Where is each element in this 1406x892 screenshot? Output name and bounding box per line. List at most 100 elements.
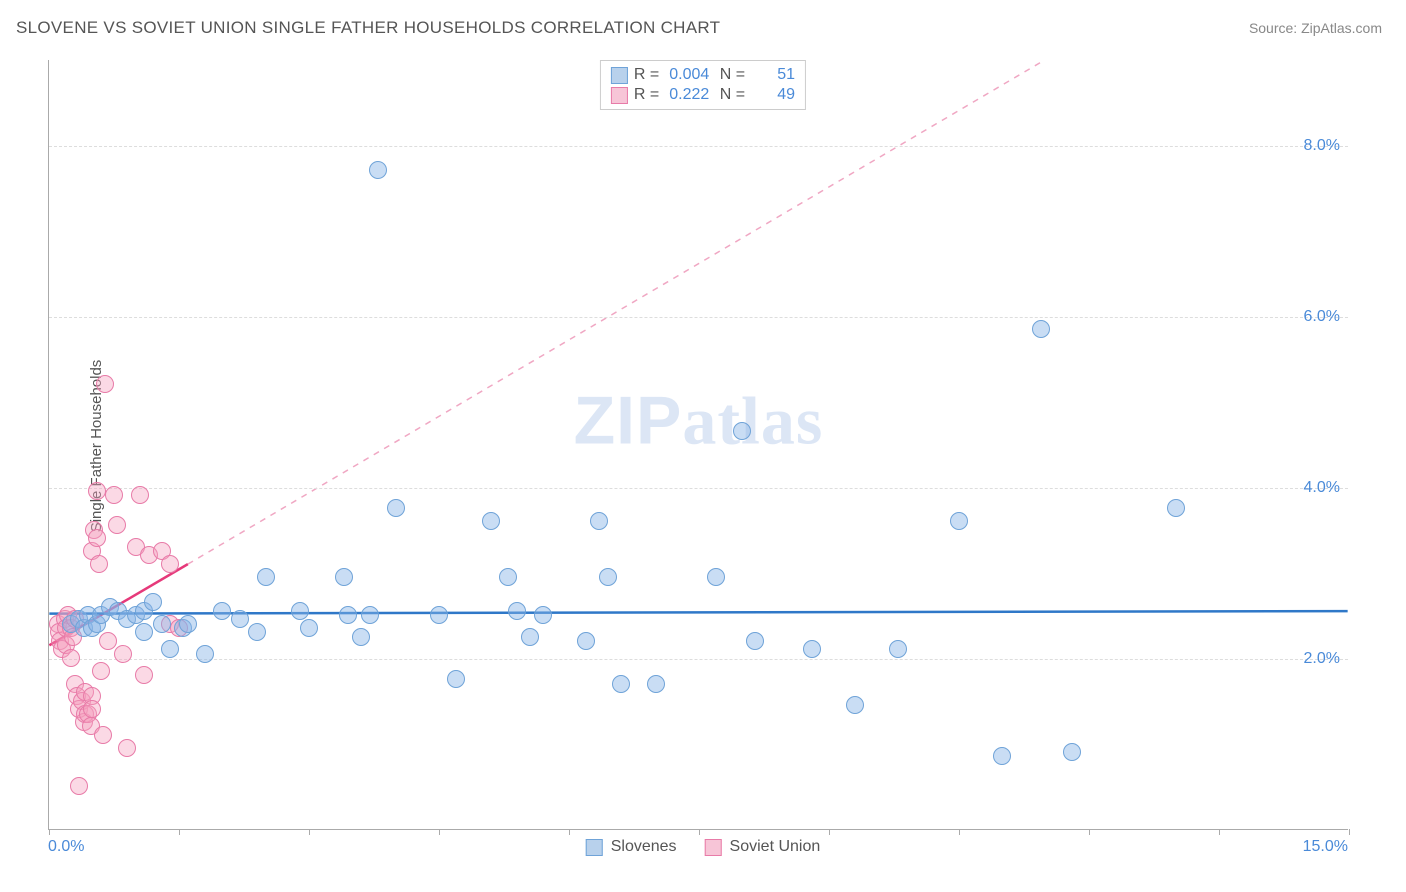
data-point-blue [196,645,214,663]
data-point-blue [647,675,665,693]
data-point-blue [482,512,500,530]
data-point-blue [257,568,275,586]
data-point-pink [114,645,132,663]
x-tick-mark [179,829,180,835]
legend-item-slovenes: Slovenes [586,838,677,856]
data-point-blue [387,499,405,517]
data-point-blue [361,606,379,624]
legend-row-blue: R = 0.004 N = 51 [611,65,795,85]
data-point-blue [179,615,197,633]
data-point-blue [369,161,387,179]
swatch-blue-icon [611,67,628,84]
data-point-blue [352,628,370,646]
stat-n-pink: 49 [751,86,795,104]
data-point-pink [88,529,106,547]
data-point-pink [94,726,112,744]
data-point-blue [135,623,153,641]
data-point-blue [144,593,162,611]
watermark-zip: ZIP [574,383,683,459]
stat-r-label: R = [634,86,659,104]
data-point-blue [1167,499,1185,517]
data-point-blue [521,628,539,646]
data-point-blue [153,615,171,633]
data-point-blue [430,606,448,624]
y-tick-label: 4.0% [1304,479,1340,497]
stat-r-label: R = [634,66,659,84]
data-point-pink [131,486,149,504]
x-axis-max-label: 15.0% [1303,838,1348,856]
data-point-blue [993,747,1011,765]
data-point-pink [62,649,80,667]
data-point-blue [335,568,353,586]
legend-row-pink: R = 0.222 N = 49 [611,85,795,105]
x-tick-mark [829,829,830,835]
bottom-legend: Slovenes Soviet Union [586,838,821,856]
data-point-blue [577,632,595,650]
data-point-blue [950,512,968,530]
legend-statistics: R = 0.004 N = 51 R = 0.222 N = 49 [600,60,806,110]
x-tick-mark [1089,829,1090,835]
data-point-pink [83,700,101,718]
data-point-blue [161,640,179,658]
data-point-blue [1063,743,1081,761]
y-tick-label: 2.0% [1304,650,1340,668]
x-tick-mark [1349,829,1350,835]
data-point-blue [291,602,309,620]
swatch-pink-icon [611,87,628,104]
y-tick-label: 6.0% [1304,308,1340,326]
x-tick-mark [699,829,700,835]
data-point-blue [231,610,249,628]
data-point-blue [508,602,526,620]
x-axis-min-label: 0.0% [48,838,84,856]
data-point-blue [803,640,821,658]
legend-item-soviet: Soviet Union [705,838,821,856]
source-label: Source: ZipAtlas.com [1249,20,1382,36]
data-point-pink [96,375,114,393]
plot-area: ZIPatlas 2.0% 4.0% 6.0% 8.0% [48,60,1348,830]
x-tick-mark [309,829,310,835]
data-point-pink [161,555,179,573]
legend-label-soviet: Soviet Union [730,838,821,856]
swatch-blue-icon [586,839,603,856]
data-point-blue [746,632,764,650]
y-tick-label: 8.0% [1304,137,1340,155]
data-point-blue [213,602,231,620]
data-point-blue [599,568,617,586]
x-tick-mark [49,829,50,835]
stat-r-blue: 0.004 [665,66,709,84]
data-point-pink [70,777,88,795]
x-tick-mark [569,829,570,835]
stat-r-pink: 0.222 [665,86,709,104]
stat-n-label: N = [715,86,745,104]
x-tick-mark [959,829,960,835]
x-tick-mark [439,829,440,835]
x-tick-mark [1219,829,1220,835]
stat-n-blue: 51 [751,66,795,84]
data-point-blue [534,606,552,624]
data-point-blue [447,670,465,688]
chart-container: SLOVENE VS SOVIET UNION SINGLE FATHER HO… [0,0,1406,892]
gridline [49,488,1348,489]
watermark-atlas: atlas [682,383,823,459]
data-point-blue [733,422,751,440]
swatch-pink-icon [705,839,722,856]
gridline [49,317,1348,318]
gridline [49,146,1348,147]
data-point-blue [1032,320,1050,338]
data-point-pink [90,555,108,573]
data-point-blue [612,675,630,693]
data-point-blue [300,619,318,637]
data-point-pink [105,486,123,504]
data-point-blue [590,512,608,530]
data-point-blue [707,568,725,586]
data-point-pink [108,516,126,534]
data-point-blue [846,696,864,714]
data-point-pink [99,632,117,650]
data-point-blue [889,640,907,658]
data-point-blue [499,568,517,586]
chart-title: SLOVENE VS SOVIET UNION SINGLE FATHER HO… [16,18,720,38]
data-point-pink [135,666,153,684]
data-point-pink [92,662,110,680]
stat-n-label: N = [715,66,745,84]
trend-lines [49,60,1348,829]
